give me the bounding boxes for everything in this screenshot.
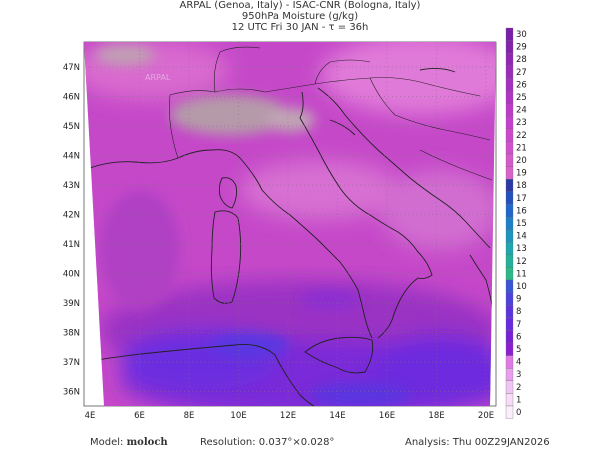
latitude-labels: 47N 46N 45N 44N 43N 42N 41N 40N 39N 38N 37N 36N: [63, 63, 80, 398]
lat-label: 39N: [63, 299, 80, 309]
lat-label: 36N: [63, 388, 80, 398]
colorbar-label: 23: [516, 118, 527, 128]
colorbar-cell: [505, 191, 514, 205]
colorbar-label: 21: [516, 143, 527, 153]
colorbar-label: 18: [516, 181, 527, 191]
lat-label: 38N: [63, 329, 80, 339]
moisture-field: [84, 42, 496, 406]
colorbar-cell: [505, 393, 514, 407]
lat-label: 45N: [63, 122, 80, 132]
colorbar-cell: [505, 380, 514, 394]
colorbar-label: 7: [516, 320, 521, 330]
country-borders: [169, 46, 493, 181]
lat-lon-grid: [84, 42, 496, 406]
colorbar-label: 16: [516, 206, 527, 216]
lat-label: 37N: [63, 358, 80, 368]
colorbar-label: 4: [516, 358, 521, 368]
lon-label: 4E: [85, 411, 96, 421]
footer-model-label: Model:: [90, 437, 124, 448]
colorbar-cell: [505, 355, 514, 369]
colorbar-cell: [505, 90, 514, 104]
footer-analysis: Analysis: Thu 00Z29JAN2026: [405, 437, 550, 448]
colorbar-label: 25: [516, 93, 527, 103]
watermark-text: ARPAL: [145, 73, 171, 82]
colorbar-cell: [505, 27, 514, 41]
colorbar-label: 11: [516, 269, 527, 279]
colorbar-label: 20: [516, 156, 527, 166]
colorbar-label: 30: [516, 30, 527, 40]
colorbar-cell: [505, 305, 514, 318]
colorbar-cell: [505, 78, 514, 92]
colorbar-cell: [505, 330, 514, 344]
colorbar-label: 24: [516, 106, 527, 116]
header-title-line3: 12 UTC Fri 30 JAN - τ = 36h: [231, 22, 369, 33]
colorbar-label: 29: [516, 43, 527, 53]
colorbar-cell: [505, 405, 514, 419]
footer-model: Model: moloch: [90, 437, 168, 448]
lon-label: 12E: [280, 411, 296, 421]
colorbar-cell: [505, 128, 514, 142]
lat-label: 43N: [63, 181, 80, 191]
header-title-line2: 950hPa Moisture (g/kg): [241, 11, 359, 22]
lat-label: 46N: [63, 93, 80, 103]
colorbar-label: 13: [516, 244, 527, 254]
colorbar-cell: [505, 179, 514, 192]
lon-label: 8E: [184, 411, 195, 421]
colorbar-label: 1: [516, 395, 521, 405]
lat-label: 44N: [63, 152, 80, 162]
colorbar-cell: [505, 292, 514, 306]
lat-label: 47N: [63, 63, 80, 73]
colorbar-cell: [505, 116, 514, 129]
colorbar-label: 28: [516, 55, 527, 65]
lon-label: 6E: [134, 411, 145, 421]
colorbar-cell: [505, 279, 514, 293]
footer-resolution: Resolution: 0.037°×0.028°: [200, 437, 335, 448]
colorbar-cell: [505, 216, 514, 230]
lat-label: 42N: [63, 211, 80, 221]
lon-label: 14E: [329, 411, 345, 421]
footer-model-value: moloch: [126, 437, 168, 448]
lon-label: 20E: [478, 411, 494, 421]
colorbar-cell: [505, 153, 514, 167]
colorbar-cell: [505, 368, 514, 381]
colorbar-cell: [505, 53, 514, 66]
colorbar-cell: [505, 229, 514, 243]
colorbar-label: 6: [516, 332, 521, 342]
longitude-labels: 4E 6E 8E 10E 12E 14E 16E 18E 20E: [85, 411, 494, 421]
colorbar-label: 15: [516, 219, 527, 229]
colorbar-cell: [505, 242, 514, 255]
colorbar-label: 27: [516, 68, 527, 78]
colorbar-label: 10: [516, 282, 527, 292]
lat-label: 41N: [63, 240, 80, 250]
colorbar-label: 3: [516, 370, 521, 380]
lat-label: 40N: [63, 270, 80, 280]
colorbar-cell: [505, 166, 514, 180]
colorbar-label: 17: [516, 194, 527, 204]
colorbar-cell: [505, 141, 514, 155]
colorbar-label: 2: [516, 383, 521, 393]
colorbar-cell: [505, 254, 514, 268]
colorbar-cell: [505, 65, 514, 79]
colorbar-label: 14: [516, 232, 527, 242]
lon-label: 18E: [428, 411, 444, 421]
colorbar-label: 19: [516, 169, 527, 179]
colorbar-cell: [505, 40, 514, 54]
lon-label: 16E: [379, 411, 395, 421]
colorbar-cell: [505, 342, 514, 356]
colorbar-label: 22: [516, 131, 527, 141]
colorbar-label: 9: [516, 295, 521, 305]
colorbar-cell: [505, 103, 514, 117]
colorbar-cell: [505, 267, 514, 281]
colorbar-cell: [505, 204, 514, 218]
colorbar-cell: [505, 317, 514, 331]
colorbar-label: 0: [516, 408, 521, 418]
header-title-line1: ARPAL (Genoa, Italy) - ISAC-CNR (Bologna…: [179, 0, 421, 11]
colorbar-label: 5: [516, 345, 521, 355]
colorbar-label: 12: [516, 257, 527, 267]
colorbar-label: 8: [516, 307, 521, 317]
colorbar-label: 26: [516, 80, 527, 90]
lon-label: 10E: [230, 411, 246, 421]
